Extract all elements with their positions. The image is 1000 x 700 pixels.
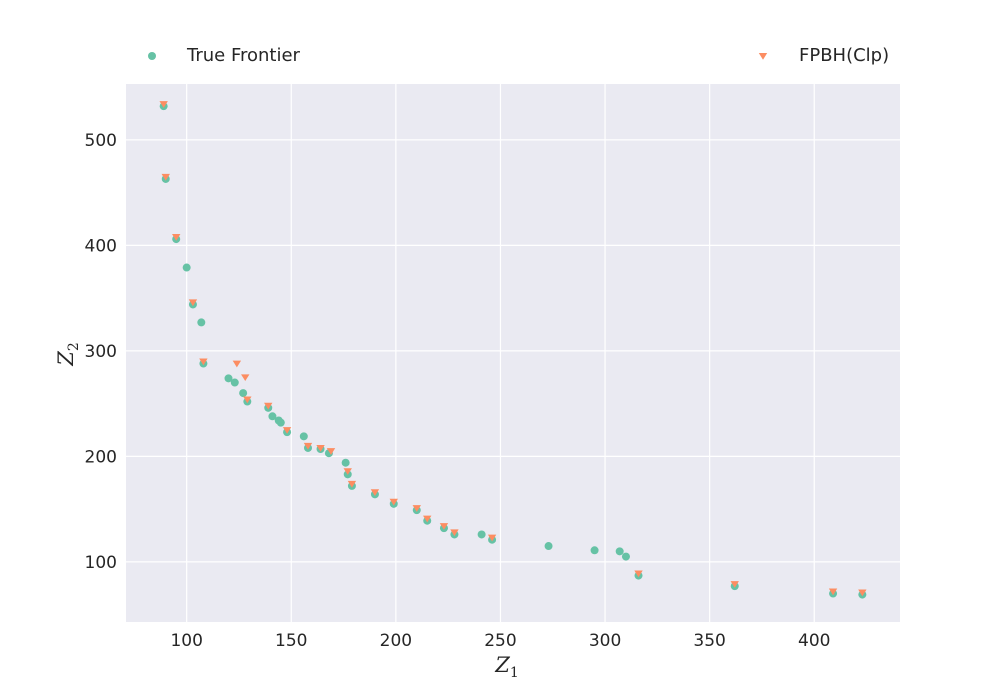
point-fpbh-clp: [199, 358, 208, 366]
point-fpbh-clp: [264, 402, 273, 410]
point-fpbh-clp: [347, 480, 357, 488]
point-fpbh-clp: [828, 588, 838, 596]
point-fpbh-clp: [487, 534, 497, 542]
point-true-frontier: [182, 263, 191, 272]
legend-label-true-frontier: True Frontier: [186, 45, 301, 66]
point-true-frontier: [268, 412, 277, 421]
point-fpbh-clp: [439, 523, 449, 530]
x-tick-label: 200: [380, 631, 412, 651]
point-true-frontier: [621, 552, 630, 561]
point-fpbh-clp: [188, 299, 198, 307]
legend-label-fpbh-clp: FPBH(Clp): [799, 45, 889, 66]
data-points: [159, 101, 867, 599]
point-fpbh-clp: [159, 101, 168, 108]
point-fpbh-clp: [172, 234, 181, 241]
point-true-frontier: [276, 418, 285, 427]
point-fpbh-clp: [282, 427, 292, 434]
point-true-frontier: [477, 530, 486, 539]
x-tick-label: 300: [589, 631, 621, 651]
point-fpbh-clp: [161, 173, 170, 181]
legend-marker-fpbh-clp: [758, 53, 768, 60]
point-true-frontier: [544, 542, 553, 551]
x-tick-label: 250: [484, 631, 516, 651]
point-true-frontier: [197, 318, 206, 327]
legend: True Frontier FPBH(Clp): [148, 45, 889, 66]
x-tick-label: 100: [170, 631, 202, 651]
x-tick-label: 400: [798, 631, 830, 651]
point-fpbh-clp: [730, 581, 739, 588]
y-tick-label: 300: [85, 342, 117, 362]
point-true-frontier: [299, 432, 308, 441]
point-true-frontier: [341, 458, 350, 467]
x-axis-ticks: 100 150 200 250 300 350 400: [170, 631, 830, 651]
point-fpbh-clp: [241, 374, 250, 382]
y-axis-ticks: 100 200 300 400 500: [85, 131, 117, 573]
y-tick-label: 400: [85, 236, 117, 256]
y-tick-label: 500: [85, 131, 117, 151]
y-tick-label: 200: [85, 447, 117, 467]
point-fpbh-clp: [316, 445, 325, 452]
point-fpbh-clp: [343, 468, 352, 475]
point-fpbh-clp: [858, 589, 867, 597]
point-true-frontier: [230, 378, 239, 387]
x-tick-label: 350: [693, 631, 725, 651]
point-fpbh-clp: [370, 489, 380, 497]
point-true-frontier: [590, 546, 599, 555]
point-fpbh-clp: [303, 442, 313, 450]
point-fpbh-clp: [423, 515, 432, 523]
point-true-frontier: [615, 547, 624, 556]
point-fpbh-clp: [232, 360, 242, 368]
grid-lines: [126, 84, 900, 622]
point-true-frontier: [239, 389, 248, 398]
x-axis-title: Z1: [494, 653, 519, 681]
point-fpbh-clp: [450, 529, 459, 537]
y-axis-title: Z2: [54, 342, 82, 367]
plot-area: [126, 84, 900, 622]
point-fpbh-clp: [326, 448, 336, 455]
point-true-frontier: [224, 374, 233, 383]
point-fpbh-clp: [412, 505, 421, 512]
y-tick-label: 100: [85, 553, 117, 573]
x-tick-label: 150: [275, 631, 307, 651]
point-fpbh-clp: [634, 570, 643, 578]
point-fpbh-clp: [243, 396, 252, 404]
point-fpbh-clp: [389, 498, 398, 506]
legend-marker-true-frontier: [148, 52, 156, 60]
